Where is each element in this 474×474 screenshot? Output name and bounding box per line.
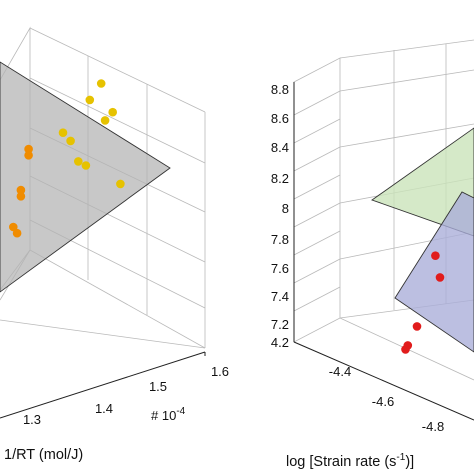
data-point bbox=[108, 107, 117, 117]
left-x-multiplier: # 10-4 bbox=[151, 406, 186, 423]
left-x-tick-label: 1.6 bbox=[211, 364, 229, 379]
right-fit-plane-lower bbox=[394, 191, 474, 353]
data-point bbox=[116, 179, 125, 189]
right-x-tick-label: -4.6 bbox=[372, 394, 394, 409]
right-fit-plane-upper bbox=[371, 127, 474, 237]
data-point bbox=[9, 222, 18, 232]
data-point bbox=[12, 228, 22, 238]
right-z-tick-label: 8.8 bbox=[271, 82, 289, 97]
right-z-tick-label: 7.6 bbox=[271, 261, 289, 276]
left-x-tick-label: 1.4 bbox=[95, 401, 113, 416]
data-point bbox=[74, 157, 83, 166]
right-z-tick-label: 7.8 bbox=[271, 232, 289, 247]
right-panel: 7.2 7.4 7.6 7.8 8 8.2 8.4 8.6 8.8 4.2 -4… bbox=[271, 39, 474, 470]
data-point bbox=[96, 79, 106, 88]
left-panel: 1.3 1.4 1.5 1.6 # 10-4 1/RT (mol/J) bbox=[0, 26, 229, 463]
data-point bbox=[81, 161, 91, 170]
right-x-tick-label: -4.4 bbox=[329, 364, 351, 379]
data-point bbox=[16, 192, 26, 201]
right-z-tick-label: 8.2 bbox=[271, 171, 289, 186]
data-point bbox=[431, 251, 440, 260]
data-point bbox=[435, 273, 445, 282]
data-point bbox=[24, 151, 33, 160]
left-x-axis-line bbox=[0, 351, 206, 419]
right-x-tick-label: -4.8 bbox=[422, 419, 444, 434]
left-x-axis-label: 1/RT (mol/J) bbox=[4, 447, 83, 463]
data-point bbox=[24, 144, 33, 154]
data-point bbox=[401, 345, 410, 354]
right-z-tick-label: 8.6 bbox=[271, 111, 289, 126]
data-point bbox=[85, 95, 95, 105]
data-point bbox=[58, 128, 68, 137]
right-x-axis-label: log [Strain rate (s-1)] bbox=[286, 452, 414, 470]
right-x-tick-label: 4.2 bbox=[271, 335, 289, 350]
left-x-tick-label: 1.3 bbox=[23, 412, 41, 427]
left-data-points bbox=[9, 79, 125, 238]
left-x-tick-label: 1.5 bbox=[149, 379, 167, 394]
data-point bbox=[100, 116, 110, 125]
left-fit-plane bbox=[0, 61, 171, 293]
right-z-tick-label: 7.2 bbox=[271, 317, 289, 332]
right-z-tick-label: 7.4 bbox=[271, 289, 289, 304]
data-point bbox=[16, 185, 26, 195]
right-data-points bbox=[401, 251, 445, 354]
right-z-tick-label: 8.4 bbox=[271, 140, 289, 155]
data-point bbox=[66, 136, 75, 146]
right-z-tick-label: 8 bbox=[282, 201, 289, 216]
data-point bbox=[412, 322, 422, 331]
